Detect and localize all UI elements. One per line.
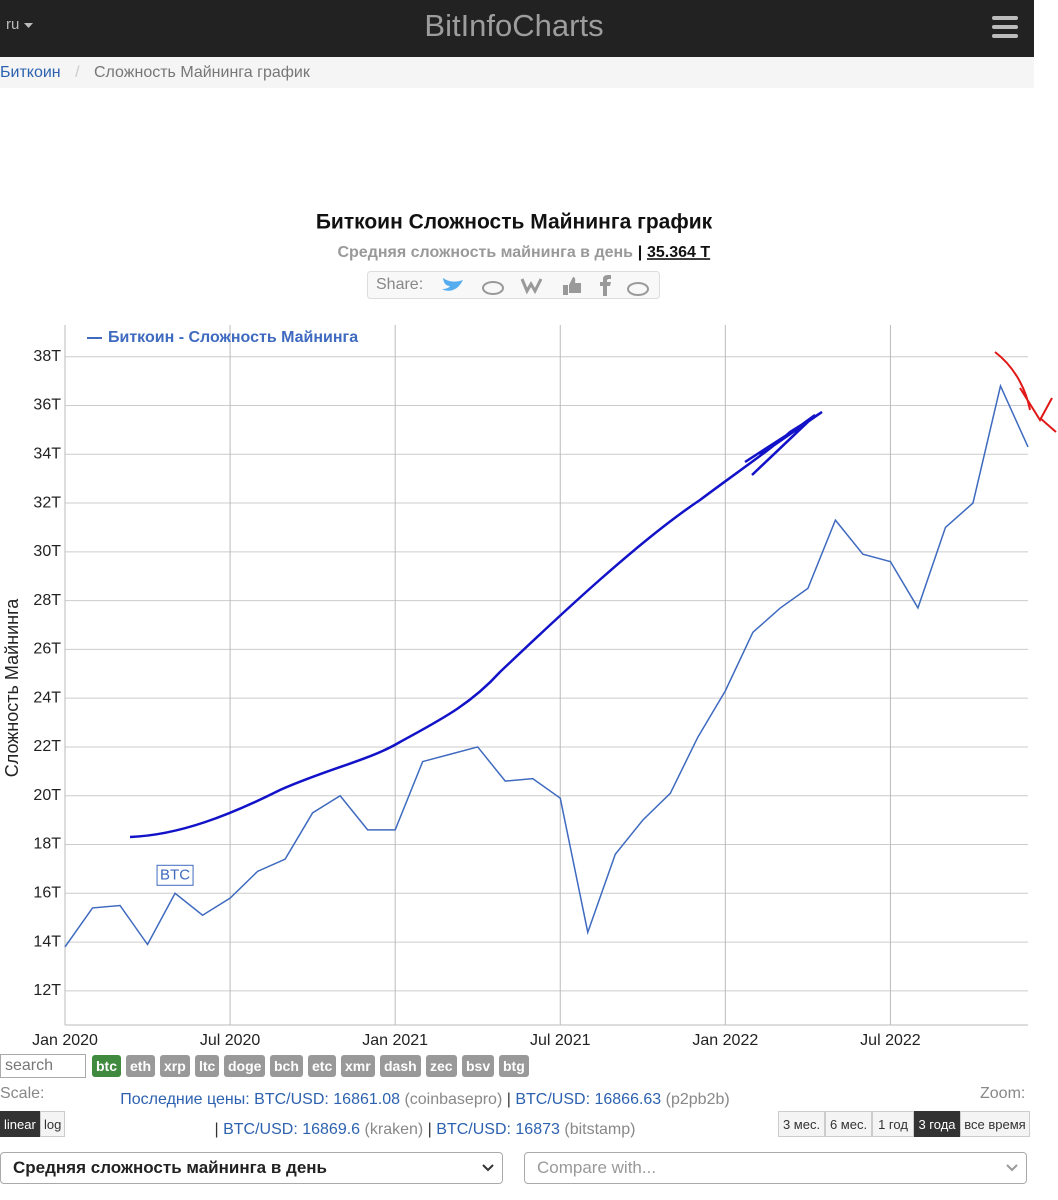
hand-drawn-arrow: [994, 351, 1057, 433]
y-tick-label: 12T: [33, 982, 61, 999]
y-tick-label: 32T: [33, 494, 61, 511]
price-pair[interactable]: BTC/USD:: [223, 1121, 298, 1138]
y-axis-title: Сложность Майнинга: [2, 598, 22, 777]
x-tick-label: Jan 2020: [32, 1032, 98, 1049]
y-tick-label: 30T: [33, 543, 61, 560]
annotation-box: [156, 864, 194, 886]
price-value[interactable]: 16861.08: [333, 1091, 400, 1108]
x-tick-label: Jul 2020: [200, 1032, 261, 1049]
y-tick-label: 16T: [33, 885, 61, 902]
coin-tag[interactable]: eth: [126, 1055, 155, 1077]
coin-tag[interactable]: btg: [499, 1055, 529, 1077]
coin-tag[interactable]: ltc: [195, 1055, 220, 1077]
price-separator: |: [506, 1091, 511, 1108]
x-tick-label: Jan 2021: [362, 1032, 428, 1049]
y-tick-label: 28T: [33, 592, 61, 609]
chart: Биткоин Сложность Майнинга график Средня…: [2, 211, 1057, 1049]
y-tick-label: 36T: [33, 397, 61, 414]
price-exchange: (kraken): [364, 1121, 424, 1138]
annotation: BTC: [160, 866, 190, 883]
current-value: 35.364 T: [647, 244, 710, 261]
coin-tag[interactable]: zec: [426, 1055, 457, 1077]
coin-tag[interactable]: bch: [270, 1055, 303, 1077]
prices-label: Последние цены:: [120, 1091, 250, 1108]
share-label: Share:: [376, 276, 423, 293]
legend-label: Биткоин - Сложность Майнинга: [108, 329, 358, 346]
brand[interactable]: BitInfoCharts: [424, 8, 604, 43]
y-tick-label: 22T: [33, 738, 61, 755]
zoom-button[interactable]: 3 мес.: [778, 1111, 825, 1137]
zoom-button[interactable]: 1 год: [872, 1111, 914, 1137]
like-icon[interactable]: [563, 277, 581, 295]
scale-button[interactable]: log: [40, 1111, 66, 1137]
plot: 12T 14T 16T 18T 20T 22T 24T 26T 28T 30T 32T 34T 36T 3…: [2, 325, 1029, 1049]
chart-title: Биткоин Сложность Майнинга график: [316, 211, 713, 234]
coin-tag[interactable]: btc: [92, 1055, 121, 1077]
scale-label: Scale:: [0, 1085, 45, 1102]
coin-tag[interactable]: dash: [380, 1055, 421, 1077]
coin-tag[interactable]: xmr: [341, 1055, 375, 1077]
metric-select-text[interactable]: Средняя сложность майнинга в день: [13, 1158, 328, 1177]
coin-tag[interactable]: xrp: [160, 1055, 190, 1077]
chevron: [482, 1164, 494, 1172]
x-tick-label: Jan 2022: [692, 1032, 758, 1049]
y-tick-label: 20T: [33, 787, 61, 804]
chevron: [1006, 1164, 1018, 1172]
zoom-button[interactable]: 6 мес.: [825, 1111, 872, 1137]
reddit-icon[interactable]: [482, 281, 504, 295]
share-icons[interactable]: [442, 275, 649, 296]
price-pair[interactable]: BTC/USD:: [254, 1091, 329, 1108]
compare-select-text[interactable]: Compare with...: [537, 1158, 657, 1177]
facebook-icon[interactable]: [600, 275, 611, 296]
price-separator: |: [214, 1121, 219, 1138]
zoom-label: Zoom:: [980, 1085, 1026, 1102]
price-exchange: (p2pb2b): [665, 1091, 730, 1108]
caret: [23, 23, 33, 28]
hand-drawn-line: [129, 410, 823, 839]
price-value[interactable]: 16866.63: [594, 1091, 662, 1108]
share-box: [367, 271, 660, 299]
y-tick-label: 14T: [33, 933, 61, 950]
y-tick-label: 38T: [33, 348, 61, 365]
price-value[interactable]: 16869.6: [302, 1121, 361, 1138]
y-tick-label: 34T: [33, 445, 61, 462]
language-menu[interactable]: ru: [6, 16, 33, 33]
price-pair[interactable]: BTC/USD:: [436, 1121, 511, 1138]
coin-tag[interactable]: bsv: [462, 1055, 495, 1077]
top-bar: ru BitInfoCharts: [0, 0, 1034, 57]
price-pair[interactable]: BTC/USD:: [515, 1091, 591, 1108]
data-line: [64, 383, 1029, 948]
x-tick-label: Jul 2021: [530, 1032, 591, 1049]
price-exchange: (bitstamp): [564, 1121, 636, 1138]
x-tick-label: Jul 2022: [860, 1032, 921, 1049]
price-value[interactable]: 16873: [515, 1121, 560, 1138]
zoom-button[interactable]: 3 года: [914, 1111, 960, 1137]
weibo-icon[interactable]: [627, 282, 649, 296]
breadcrumb: Биткоин / Сложность Майнинга график: [0, 57, 1034, 88]
compare-select[interactable]: Compare with...: [524, 1152, 1027, 1184]
price-exchange: (coinbasepro): [404, 1091, 503, 1108]
zoom-button[interactable]: все время: [960, 1111, 1030, 1137]
y-tick-label: 26T: [33, 641, 61, 658]
vk-icon[interactable]: [520, 278, 543, 295]
metric-select[interactable]: Средняя сложность майнинга в день: [0, 1152, 503, 1184]
prices: Последние цены: BTC/USD: 16861.08 (coinb…: [120, 1085, 730, 1145]
menu-icon[interactable]: [992, 16, 1018, 38]
chart-subtitle: Средняя сложность майнинга в день: [337, 244, 633, 261]
search-input[interactable]: search: [0, 1054, 86, 1078]
breadcrumb-current: Сложность Майнинга график: [93, 64, 310, 81]
coin-tag[interactable]: doge: [224, 1055, 266, 1077]
language[interactable]: ru: [6, 16, 20, 33]
scale-button[interactable]: linear: [0, 1111, 40, 1137]
breadcrumb-link[interactable]: Биткоин: [0, 64, 61, 81]
price-separator: |: [427, 1121, 432, 1138]
subtitle-separator: |: [638, 244, 642, 261]
y-tick-label: 24T: [33, 689, 61, 706]
twitter-icon[interactable]: [442, 278, 463, 291]
coin-tag[interactable]: etc: [308, 1055, 337, 1077]
y-tick-label: 18T: [33, 836, 61, 853]
